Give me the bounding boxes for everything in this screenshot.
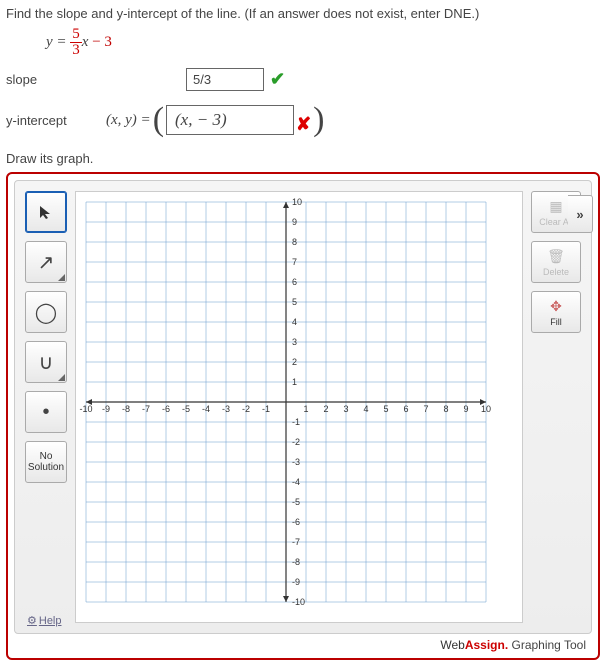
svg-text:-8: -8 [292,557,300,567]
svg-text:9: 9 [292,217,297,227]
svg-text:10: 10 [292,197,302,207]
question-prompt: Find the slope and y-intercept of the li… [6,6,600,21]
graph-tool: ↗◯∪•No Solution -10-9-8-7-6-5-4-3-2-1123… [6,172,600,660]
equation: y = 5 3 x − 3 [46,27,600,58]
svg-text:-6: -6 [162,404,170,414]
svg-text:-7: -7 [292,537,300,547]
svg-text:8: 8 [443,404,448,414]
toolbar-right: ▦Clear All🗑Delete✥Fill [531,191,581,623]
yint-label: y-intercept [6,113,106,128]
tool-parabola[interactable]: ∪ [25,341,67,383]
tool-circle[interactable]: ◯ [25,291,67,333]
tool-pointer[interactable] [25,191,67,233]
svg-text:-1: -1 [292,417,300,427]
svg-text:-7: -7 [142,404,150,414]
help-link[interactable]: ⚙ Help [27,614,62,627]
svg-text:-2: -2 [242,404,250,414]
tool-line[interactable]: ↗ [25,241,67,283]
close-paren: ) [311,101,326,139]
svg-text:-10: -10 [292,597,305,607]
toolbar-left: ↗ ◯ ∪ • No Solution [25,191,67,623]
footer-brand: WebAssign. Graphing Tool [14,634,592,652]
graph-canvas[interactable]: -10-9-8-7-6-5-4-3-2-112345678910-10-9-8-… [75,191,523,623]
svg-text:5: 5 [292,297,297,307]
svg-text:-1: -1 [262,404,270,414]
expand-button[interactable]: » [568,195,593,233]
svg-text:6: 6 [292,277,297,287]
slope-input[interactable]: 5/3 [186,68,264,91]
slope-label: slope [6,72,106,87]
svg-text:-3: -3 [222,404,230,414]
svg-text:-8: -8 [122,404,130,414]
tool-fill[interactable]: ✥Fill [531,291,581,333]
svg-text:1: 1 [292,377,297,387]
svg-text:-9: -9 [292,577,300,587]
svg-text:2: 2 [292,357,297,367]
svg-text:8: 8 [292,237,297,247]
svg-text:-5: -5 [292,497,300,507]
svg-text:6: 6 [403,404,408,414]
svg-text:-4: -4 [292,477,300,487]
graph-heading: Draw its graph. [6,151,600,166]
svg-text:9: 9 [463,404,468,414]
svg-text:4: 4 [292,317,297,327]
cross-icon: ✘ [296,114,311,135]
tool-point[interactable]: • [25,391,67,433]
svg-text:-4: -4 [202,404,210,414]
svg-text:3: 3 [343,404,348,414]
svg-text:1: 1 [303,404,308,414]
svg-text:-2: -2 [292,437,300,447]
open-paren: ( [151,101,166,139]
tool-delete[interactable]: 🗑Delete [531,241,581,283]
check-icon: ✔ [270,69,285,90]
svg-text:3: 3 [292,337,297,347]
svg-text:5: 5 [383,404,388,414]
svg-text:4: 4 [363,404,368,414]
tool-no-solution[interactable]: No Solution [25,441,67,483]
yint-input[interactable]: (x, − 3) [166,105,294,135]
svg-text:-10: -10 [79,404,92,414]
svg-text:-9: -9 [102,404,110,414]
svg-text:10: 10 [481,404,491,414]
svg-text:-5: -5 [182,404,190,414]
svg-text:7: 7 [292,257,297,267]
svg-text:-3: -3 [292,457,300,467]
svg-text:7: 7 [423,404,428,414]
svg-text:2: 2 [323,404,328,414]
svg-text:-6: -6 [292,517,300,527]
xy-label: (x, y) = [106,112,151,129]
